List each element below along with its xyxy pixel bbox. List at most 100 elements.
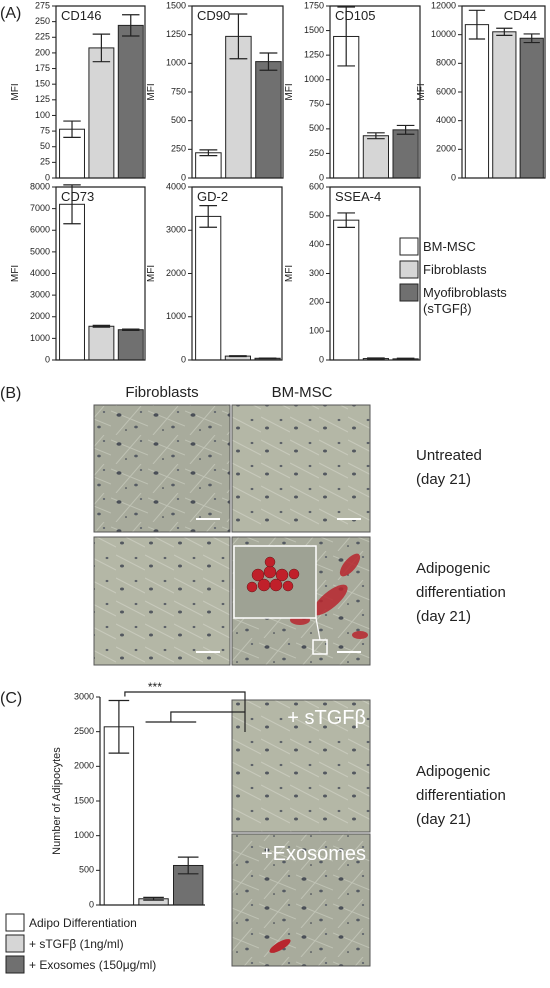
y-tick-label: 1500 — [166, 0, 186, 10]
image-label: + sTGFβ — [287, 707, 366, 729]
bar — [89, 326, 114, 360]
chart-title: CD90 — [197, 8, 230, 23]
y-tick-label: 275 — [35, 0, 50, 10]
bar — [60, 204, 85, 360]
y-tick-label: 5000 — [30, 246, 50, 256]
legend-label: Adipo Differentiation — [29, 916, 137, 930]
bar — [465, 25, 488, 178]
column-label: Fibroblasts — [125, 384, 198, 401]
y-tick-label: 1500 — [74, 795, 94, 805]
panel-label: (B) — [0, 385, 21, 402]
y-tick-label: 7000 — [30, 203, 50, 213]
y-tick-label: 4000 — [166, 181, 186, 191]
bar — [256, 62, 281, 178]
y-tick-label: 4000 — [30, 268, 50, 278]
y-tick-label: 0 — [45, 354, 50, 364]
legend-label: BM-MSC — [423, 239, 476, 254]
legend-label: (sTGFβ) — [423, 301, 472, 316]
y-tick-label: 25 — [40, 157, 50, 167]
y-tick-label: 2000 — [436, 144, 456, 154]
y-tick-label: 1750 — [304, 0, 324, 10]
y-axis-label: MFI — [284, 83, 295, 100]
y-tick-label: 225 — [35, 32, 50, 42]
y-tick-label: 100 — [35, 110, 50, 120]
error-bar — [229, 356, 247, 357]
y-tick-label: 500 — [171, 115, 186, 125]
y-tick-label: 8000 — [30, 181, 50, 191]
legend-label: + sTGFβ (1ng/ml) — [29, 937, 124, 951]
y-tick-label: 2000 — [166, 268, 186, 278]
y-tick-label: 3000 — [74, 691, 94, 701]
bar — [196, 153, 221, 178]
y-tick-label: 0 — [89, 899, 94, 909]
y-axis-label: MFI — [146, 265, 157, 282]
legend-swatch — [6, 956, 24, 973]
legend-swatch — [400, 261, 418, 278]
row-label: differentiation — [416, 584, 506, 601]
y-tick-label: 0 — [181, 354, 186, 364]
legend-label: + Exosomes (150μg/ml) — [29, 958, 156, 972]
y-tick-label: 150 — [35, 79, 50, 89]
chart-title: CD73 — [61, 189, 94, 204]
panel-label: (C) — [0, 690, 22, 707]
y-tick-label: 2500 — [74, 726, 94, 736]
chart-title: GD-2 — [197, 189, 228, 204]
y-tick-label: 0 — [319, 354, 324, 364]
bar — [89, 48, 114, 178]
y-tick-label: 500 — [79, 865, 94, 875]
y-tick-label: 12000 — [431, 0, 456, 10]
y-tick-label: 1000 — [166, 58, 186, 68]
legend-label: Myofibroblasts — [423, 285, 507, 300]
y-tick-label: 300 — [309, 268, 324, 278]
column-label: BM-MSC — [272, 384, 333, 401]
significance-bracket — [125, 692, 245, 732]
y-tick-label: 200 — [309, 297, 324, 307]
row-label: (day 21) — [416, 471, 471, 488]
micrograph — [94, 537, 230, 665]
bar — [493, 32, 516, 178]
row-label: (day 21) — [416, 811, 471, 828]
y-tick-label: 3000 — [30, 290, 50, 300]
bar — [334, 220, 359, 360]
chart-title: SSEA-4 — [335, 189, 381, 204]
y-axis-label: MFI — [10, 83, 21, 100]
error-bar — [397, 358, 415, 359]
y-axis-label: Number of Adipocytes — [51, 747, 63, 855]
y-tick-label: 1500 — [304, 25, 324, 35]
image-label: +Exosomes — [261, 843, 366, 865]
y-tick-label: 600 — [309, 181, 324, 191]
legend-label: Fibroblasts — [423, 262, 487, 277]
y-tick-label: 175 — [35, 63, 50, 73]
y-tick-label: 1000 — [166, 311, 186, 321]
y-tick-label: 1000 — [30, 333, 50, 343]
y-tick-label: 10000 — [431, 29, 456, 39]
y-tick-label: 2000 — [30, 311, 50, 321]
chart-title: CD105 — [335, 8, 375, 23]
y-tick-label: 6000 — [436, 86, 456, 96]
y-tick-label: 750 — [309, 99, 324, 109]
y-axis-label: MFI — [416, 83, 427, 100]
y-tick-label: 400 — [309, 239, 324, 249]
bar — [118, 25, 143, 178]
y-tick-label: 1000 — [74, 830, 94, 840]
row-label: Adipogenic — [416, 763, 491, 780]
row-label: differentiation — [416, 787, 506, 804]
y-tick-label: 0 — [451, 172, 456, 182]
y-tick-label: 8000 — [436, 58, 456, 68]
legend-swatch — [6, 935, 24, 952]
y-tick-label: 4000 — [436, 115, 456, 125]
legend-swatch — [400, 284, 418, 301]
bar — [363, 136, 388, 178]
y-tick-label: 250 — [171, 144, 186, 154]
legend-swatch — [400, 238, 418, 255]
row-label: Untreated — [416, 447, 482, 464]
micrograph — [232, 405, 370, 532]
y-tick-label: 125 — [35, 94, 50, 104]
y-tick-label: 100 — [309, 326, 324, 336]
y-tick-label: 1000 — [304, 74, 324, 84]
row-label: Adipogenic — [416, 560, 491, 577]
y-tick-label: 250 — [35, 16, 50, 26]
y-tick-label: 3000 — [166, 225, 186, 235]
y-tick-label: 200 — [35, 47, 50, 57]
